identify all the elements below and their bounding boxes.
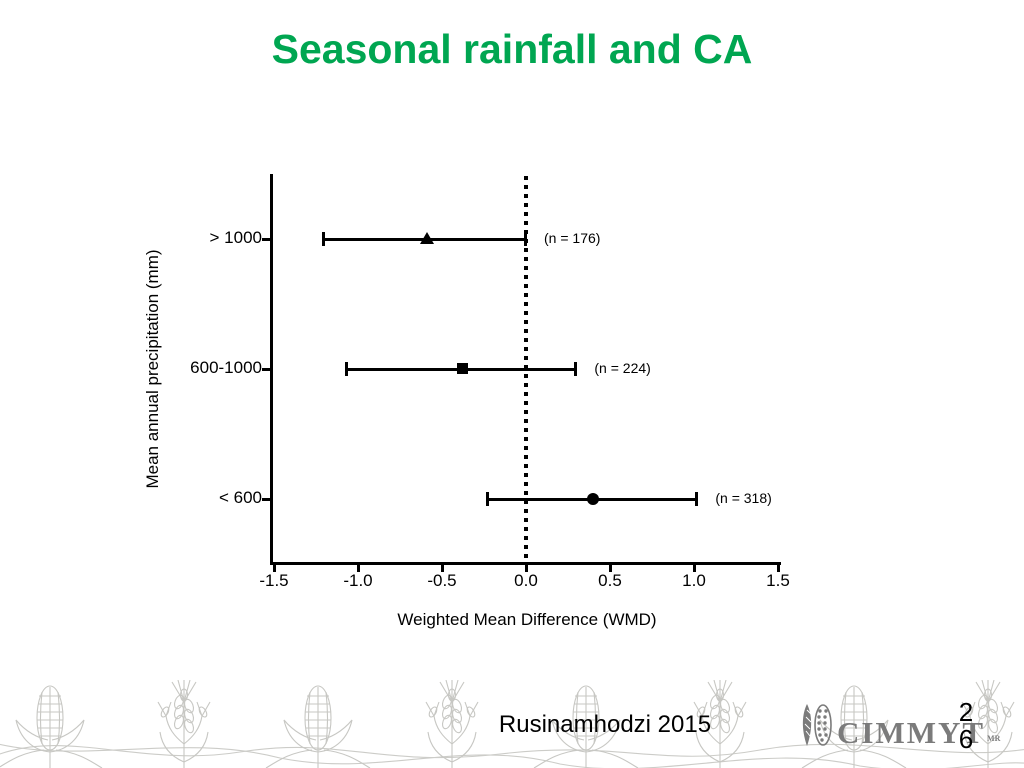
logo-trademark-suffix: MR <box>987 734 1001 743</box>
marker-triangle <box>419 232 434 244</box>
sample-size-label: (n = 318) <box>715 490 772 506</box>
marker-circle <box>587 493 600 505</box>
x-tick-label: -0.5 <box>427 571 457 590</box>
citation-text: Rusinamhodzi 2015 <box>498 711 712 738</box>
page-number-digit-2: 6 <box>958 724 974 754</box>
logo-wordmark: CIMMYT <box>837 715 986 750</box>
x-tick <box>777 565 780 572</box>
x-tick <box>441 565 444 572</box>
y-axis-line <box>270 174 273 565</box>
page-number-digit-1: 2 <box>958 697 974 727</box>
error-bar-cap-left <box>345 362 349 376</box>
error-bar-cap-right <box>524 232 527 246</box>
sample-size-label: (n = 176) <box>544 230 601 246</box>
x-tick-label: -1.5 <box>259 571 289 590</box>
error-bar-cap-left <box>321 232 325 246</box>
x-tick-label: 0.0 <box>514 571 538 590</box>
x-tick <box>357 565 360 572</box>
marker-square <box>456 363 468 374</box>
x-tick <box>693 565 696 572</box>
footer-crop-decoration <box>0 680 1024 768</box>
error-bar-cap-right <box>574 362 578 376</box>
error-bar-cap-left <box>486 492 490 506</box>
y-tick <box>262 238 270 241</box>
slide-page-number: 2 6 <box>948 699 984 753</box>
x-tick-label: 1.0 <box>682 571 706 590</box>
x-tick-label: 0.5 <box>598 571 622 590</box>
x-tick-label: 1.5 <box>766 571 790 590</box>
category-label: < 600 <box>218 488 262 507</box>
category-label: > 1000 <box>209 228 262 247</box>
slide-title: Seasonal rainfall and CA <box>271 26 753 72</box>
x-tick-label: -1.0 <box>343 571 373 590</box>
x-tick <box>273 565 276 572</box>
cimmyt-logo: CIMMYT MR <box>797 702 1000 748</box>
y-tick <box>262 498 270 501</box>
x-tick <box>609 565 612 572</box>
category-label: 600-1000 <box>190 358 262 377</box>
x-tick <box>525 565 528 572</box>
x-axis-line <box>270 562 781 565</box>
error-bar-cap-right <box>695 492 699 506</box>
sample-size-label: (n = 224) <box>594 360 651 376</box>
wheat-ears-icon <box>802 704 832 746</box>
x-axis-title: Weighted Mean Difference (WMD) <box>397 610 657 629</box>
y-tick <box>262 368 270 371</box>
